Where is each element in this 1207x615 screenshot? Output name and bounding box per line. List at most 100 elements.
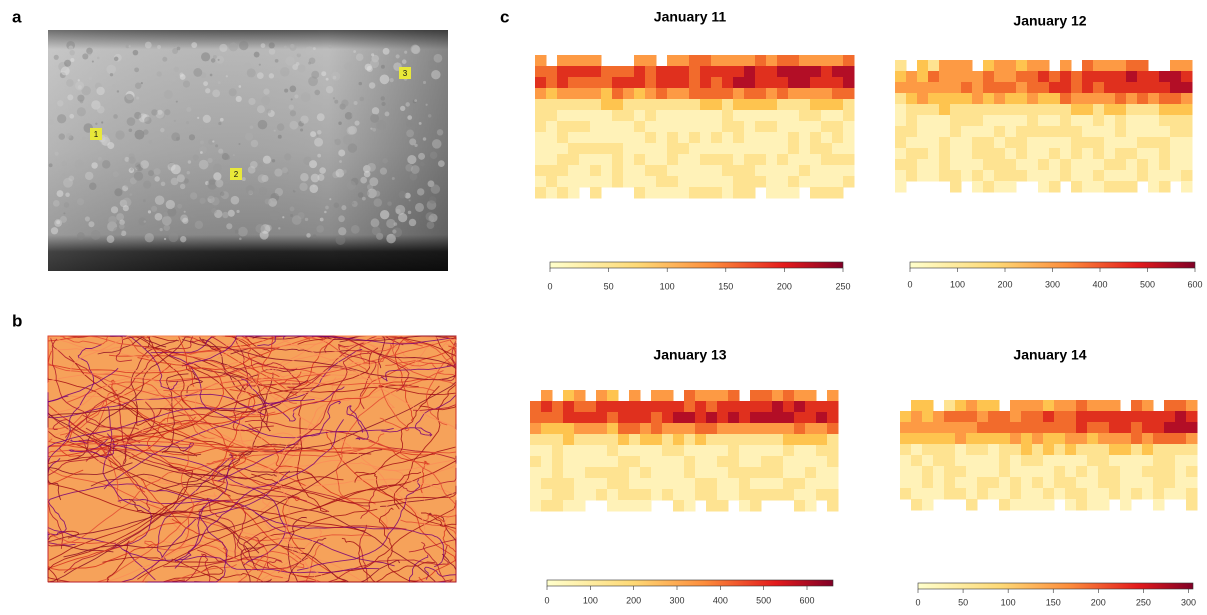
map-cell	[733, 88, 745, 100]
map-cell	[999, 466, 1011, 478]
map-cell	[673, 500, 685, 512]
map-cell	[744, 176, 756, 188]
map-cell	[1076, 433, 1088, 445]
speckle	[78, 79, 80, 81]
speckle	[154, 168, 161, 175]
map-cell	[1170, 104, 1182, 116]
map-cell	[1087, 488, 1099, 500]
map-cell	[911, 466, 923, 478]
map-cell	[917, 137, 929, 149]
map-cell	[563, 434, 575, 446]
map-cell	[983, 115, 995, 127]
map-cell	[1098, 422, 1110, 434]
map-cell	[1104, 115, 1116, 127]
map-cell	[629, 390, 641, 402]
map-cell	[618, 445, 630, 457]
speckle	[160, 228, 163, 231]
map-cell	[1109, 466, 1121, 478]
map-cell	[1104, 181, 1116, 193]
map-cell	[1076, 411, 1088, 423]
map-cell	[579, 99, 591, 111]
map-cell	[568, 132, 580, 144]
speckle	[186, 107, 191, 112]
speckle	[437, 129, 443, 135]
map-cell	[1164, 477, 1176, 489]
speckle	[396, 54, 400, 58]
speckle	[272, 159, 275, 162]
speckle	[89, 77, 92, 80]
map-cell	[634, 132, 646, 144]
map-cell	[821, 77, 833, 89]
map-cell	[728, 467, 740, 479]
map-cell	[1005, 126, 1017, 138]
map-cell	[972, 137, 984, 149]
map-cell	[1181, 93, 1193, 105]
map-cell	[955, 444, 967, 456]
speckle	[360, 177, 367, 184]
map-cell	[966, 477, 978, 489]
map-cell	[684, 478, 696, 490]
map-cell	[983, 137, 995, 149]
map-cell	[999, 422, 1011, 434]
map-cell	[1049, 159, 1061, 171]
map-cell	[541, 500, 553, 512]
map-cell	[1148, 170, 1160, 182]
map-cell	[988, 488, 1000, 500]
map-cell	[772, 434, 784, 446]
map-cell	[1021, 477, 1033, 489]
map-cell	[810, 176, 822, 188]
map-cell	[900, 433, 912, 445]
map-cell	[955, 422, 967, 434]
map-cell	[700, 176, 712, 188]
speckle	[197, 117, 199, 119]
map-cell	[717, 401, 729, 413]
map-cell	[722, 187, 734, 199]
speckle	[374, 191, 380, 197]
map-cell	[563, 456, 575, 468]
map-cell	[1164, 466, 1176, 478]
map-cell	[1038, 159, 1050, 171]
map-cell	[955, 488, 967, 500]
map-cell	[678, 110, 690, 122]
map-cell	[1082, 60, 1094, 72]
speckle	[333, 97, 335, 99]
map-cell	[546, 121, 558, 133]
colorbar-tick-label: 200	[1091, 597, 1106, 607]
map-cell	[695, 390, 707, 402]
map-cell	[739, 434, 751, 446]
map-cell	[667, 121, 679, 133]
map-cell	[673, 489, 685, 501]
map-cell	[557, 55, 569, 67]
map-cell	[1032, 477, 1044, 489]
map-cell	[673, 423, 685, 435]
map-cell	[535, 99, 547, 111]
map-cell	[607, 390, 619, 402]
colorbar-tick-label: 300	[1045, 279, 1060, 289]
map-cell	[1016, 82, 1028, 94]
map-cell	[618, 467, 630, 479]
speckle	[149, 140, 153, 144]
map-cell	[739, 401, 751, 413]
map-cell	[1137, 170, 1149, 182]
map-cell	[678, 154, 690, 166]
map-cell	[612, 132, 624, 144]
map-cell	[590, 77, 602, 89]
map-cell	[1027, 148, 1039, 160]
map-cell	[612, 110, 624, 122]
map-cell	[640, 412, 652, 424]
map-cell	[1032, 444, 1044, 456]
map-cell	[530, 456, 542, 468]
speckle	[313, 47, 316, 50]
map-cell	[810, 121, 822, 133]
map-cell	[933, 488, 945, 500]
map-cell	[711, 154, 723, 166]
map-cell	[684, 489, 696, 501]
speckle	[259, 64, 261, 66]
speckle	[77, 232, 85, 240]
map-cell	[750, 401, 762, 413]
map-cell	[933, 477, 945, 489]
map-cell	[706, 401, 718, 413]
speckle	[162, 57, 167, 62]
map-cell	[596, 467, 608, 479]
map-cell	[816, 423, 828, 435]
